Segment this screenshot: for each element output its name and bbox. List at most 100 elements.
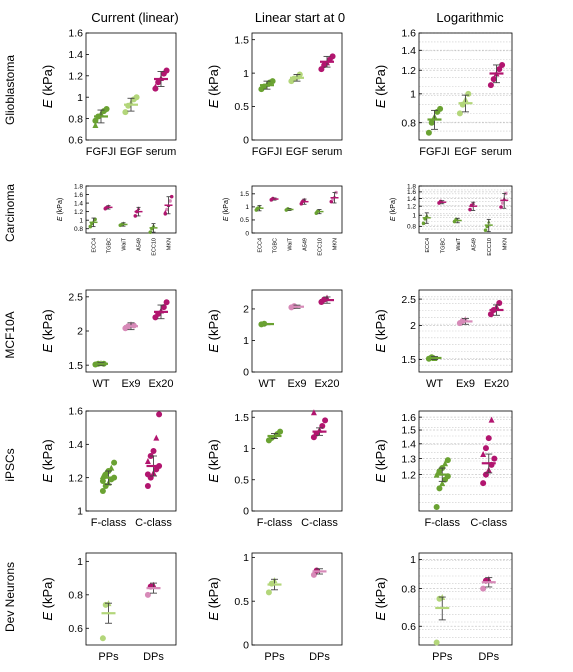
y-tick-label: 1.5 — [234, 412, 249, 424]
data-point — [108, 464, 115, 471]
y-axis-label: E (kPa) — [206, 439, 221, 482]
y-axis-label-symbol: E — [40, 340, 55, 352]
data-point — [329, 199, 334, 204]
x-tick-label: ECC4 — [92, 238, 98, 253]
y-axis-label-unit: (kPa) — [373, 309, 388, 340]
y-tick-label: 1 — [77, 556, 83, 568]
data-point — [144, 458, 151, 464]
y-axis-label-unit: (kPa) — [57, 198, 64, 215]
x-tick-label: DPs — [309, 651, 330, 663]
data-point — [456, 110, 463, 117]
y-tick-label: 0.6 — [401, 621, 416, 633]
y-tick-label: 1 — [243, 443, 249, 455]
y-tick-label: 0.8 — [68, 589, 83, 601]
y-axis-label: E (kPa) — [373, 309, 388, 352]
data-point — [433, 504, 440, 511]
y-axis-label-symbol: E — [373, 608, 388, 620]
x-tick-label: ECC4 — [425, 238, 431, 253]
y-axis-label-symbol: E — [390, 215, 397, 222]
data-point — [428, 119, 435, 126]
data-point — [496, 66, 503, 73]
data-point — [480, 585, 487, 592]
y-axis-label: E (kPa) — [57, 198, 64, 221]
plot-frame — [418, 552, 513, 646]
x-tick-label: WT — [258, 378, 275, 390]
plot-frame — [251, 185, 343, 234]
data-point — [111, 459, 118, 466]
data-point — [99, 635, 106, 642]
y-axis-label: E (kPa) — [206, 65, 221, 108]
plot-frame — [85, 185, 177, 234]
plot-frame — [85, 552, 177, 646]
y-axis-label: E (kPa) — [223, 198, 230, 221]
x-tick-label: TGBC — [273, 238, 279, 253]
y-tick-label: 1 — [243, 552, 249, 564]
x-tick-label: MKN — [502, 238, 508, 250]
x-tick-label: serum — [312, 146, 343, 158]
x-tick-label: C-class — [301, 517, 338, 529]
x-tick-label: FGFJI — [86, 146, 117, 158]
x-tick-label: Ex20 — [148, 378, 173, 390]
data-point — [465, 90, 472, 97]
plot-frame — [85, 410, 177, 512]
y-tick-label: 1.4 — [401, 438, 416, 450]
y-axis-label: E (kPa) — [206, 309, 221, 352]
y-axis-label-symbol: E — [206, 470, 221, 482]
plot-frame — [251, 552, 343, 646]
row-title-glioblastoma: Glioblastoma — [3, 55, 17, 125]
y-tick-label: 1.4 — [74, 200, 83, 207]
data-point — [487, 82, 494, 89]
data-point — [499, 61, 506, 68]
data-point — [144, 471, 151, 478]
y-axis-label: E (kPa) — [40, 577, 55, 620]
y-tick-label: 1.5 — [240, 191, 249, 198]
y-tick-label: 1.8 — [407, 183, 416, 190]
y-tick-label: 1.8 — [74, 183, 83, 190]
y-axis-label-unit: (kPa) — [206, 439, 221, 470]
y-tick-label: 1.2 — [401, 65, 416, 77]
chart-panel: 0.8 1 1.2 1.4 1.6 E (kPa) FGFJI EGF serum — [373, 28, 513, 158]
data-point — [310, 571, 317, 578]
x-tick-label: WaiT — [122, 237, 128, 250]
column-title-linear-zero: Linear start at 0 — [255, 10, 345, 25]
x-tick-label: FGFJI — [252, 146, 283, 158]
plot-frame — [418, 185, 513, 234]
y-tick-label: 0.5 — [240, 217, 249, 224]
data-point — [310, 409, 317, 416]
y-tick-label: 1.2 — [68, 70, 83, 82]
data-point — [436, 485, 443, 492]
y-tick-label: 0.5 — [234, 474, 249, 486]
x-tick-label: WT — [92, 378, 109, 390]
x-tick-label: A549 — [137, 238, 143, 251]
x-tick-label: C-class — [470, 517, 507, 529]
chart-panel: 0 0.5 1 1.5 E (kPa) FGFJI EGF serum — [206, 32, 343, 158]
data-point — [168, 199, 172, 203]
plot-frame — [251, 289, 343, 373]
data-point — [103, 105, 110, 112]
y-tick-label: 0 — [243, 640, 249, 652]
x-tick-label: Ex9 — [456, 378, 475, 390]
data-point — [487, 311, 494, 318]
y-axis-label: E (kPa) — [373, 577, 388, 620]
chart-panel: 0 0.5 1 1.5 E (kPa) ECC4 TGBC WaiT A549 ECC10 MKN — [223, 185, 343, 256]
data-point — [92, 122, 99, 129]
data-point — [88, 224, 93, 229]
y-tick-label: 1 — [77, 506, 83, 518]
data-point — [133, 214, 138, 218]
y-axis-label-unit: (kPa) — [373, 577, 388, 608]
chart-panel: 0.6 0.8 1 1.2 1.4 1.6 E (kPa) FGFJI EGF serum — [40, 28, 177, 158]
data-point — [165, 207, 169, 212]
y-axis-label: E (kPa) — [390, 198, 397, 221]
data-point — [163, 209, 168, 214]
x-tick-label: ECC10 — [152, 238, 158, 256]
y-tick-label: 1.5 — [401, 354, 416, 366]
y-axis-label-symbol: E — [373, 340, 388, 352]
data-point — [483, 228, 488, 233]
chart-panel: 0 0.5 1 1.5 E (kPa) F-class C-class — [206, 409, 343, 529]
y-axis-label-symbol: E — [373, 96, 388, 108]
data-point — [421, 221, 426, 226]
plot-frame — [251, 32, 343, 141]
y-tick-label: 1.6 — [401, 28, 416, 40]
data-point — [437, 105, 444, 112]
data-point — [92, 117, 99, 124]
